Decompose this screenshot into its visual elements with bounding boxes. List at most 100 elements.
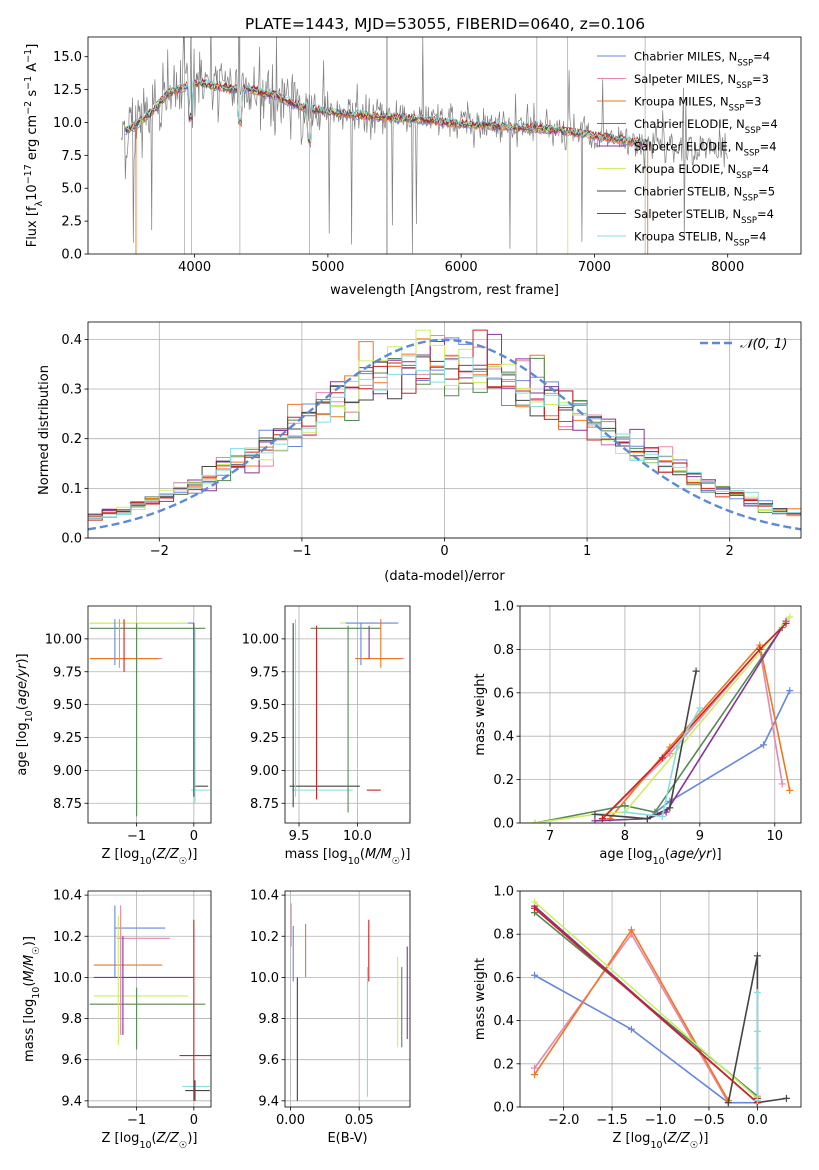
age-vs-Z-x-label-part: 10 — [139, 856, 151, 867]
age-vs-Z-plot-area — [89, 619, 210, 817]
age-vs-mass-axes: 9.5 10.0 8.75 9.00 9.25 9.50 9.75 10.00 mass [lo… — [242, 605, 410, 867]
x-tick-label: −1.5 — [596, 1113, 628, 1128]
x-tick-label: 1 — [583, 544, 591, 559]
mass-vs-Z-x-label-part: 10 — [139, 1140, 151, 1151]
legend-entry-text: Chabrier STELIB, N — [634, 185, 742, 199]
y-tick-label: 0.0 — [61, 248, 82, 263]
mass-weight-point — [778, 780, 786, 788]
residuals-y-label: Normed distribution — [37, 365, 52, 495]
mass-weight-point — [753, 1027, 761, 1035]
x-tick-label: −1 — [127, 829, 146, 844]
mass-weight-line — [534, 974, 758, 1104]
mass-vs-ebv-panel: 0.00 0.05 9.4 9.6 9.8 10.0 10.2 10.4 E(B-V) — [250, 889, 411, 1146]
age-vs-mass-panel: 9.5 10.0 8.75 9.00 9.25 9.50 9.75 10.00 mass [lo… — [242, 605, 410, 867]
y-tick-label: 1.0 — [493, 885, 514, 900]
legend-entry: Kroupa ELODIE, NSSP=4 — [634, 162, 769, 181]
y-tick-label: 0.0 — [493, 1101, 514, 1116]
legend-entry-suffix: =4 — [761, 117, 778, 131]
mass-weight-line — [624, 707, 701, 818]
mass-weight-line — [601, 647, 784, 820]
age-vs-Z-y-label-part: )] — [15, 653, 30, 663]
y-tick-label: 0.1 — [61, 482, 82, 497]
y-tick-label: 9.50 — [53, 698, 82, 713]
y-tick-label: 9.4 — [258, 1094, 279, 1109]
mass-vs-Z-x-label-part: ☉ — [179, 1140, 188, 1151]
mass-vs-ebv-grid — [285, 891, 410, 1107]
mass-weight-point — [658, 754, 666, 762]
massweight-vs-Z-x-label-part: )] — [698, 1131, 708, 1146]
y-tick-label: 9.75 — [53, 665, 82, 680]
massweight-vs-Z-grid — [520, 890, 801, 1108]
y-tick-label: 9.4 — [61, 1094, 82, 1109]
mass-vs-Z-y-label-part: )] — [22, 936, 37, 946]
massweight-vs-Z-y-label-part: mass weight — [473, 958, 488, 1040]
legend-entry: 𝒩(0, 1) — [740, 337, 787, 352]
legend-entry-sub: SSP — [741, 216, 757, 226]
legend-entry: Chabrier ELODIE, NSSP=4 — [634, 117, 778, 136]
mass-weight-point — [643, 815, 651, 823]
y-tick-label: 9.8 — [258, 1012, 279, 1027]
massweight-vs-Z-panel: −2.0 −1.5 −1.0 −0.5 0.0 0.0 0.2 0.4 0.6 0.8 1.0 Z [… — [473, 885, 802, 1151]
age-vs-Z-frame — [87, 605, 212, 824]
mass-weight-point — [531, 971, 539, 979]
legend-entry-text: Chabrier MILES, N — [634, 50, 737, 64]
mass-weight-line — [601, 622, 787, 820]
age-vs-mass-x-label-part: 10 — [348, 856, 360, 867]
mass-weight-line — [534, 901, 759, 1101]
legend-entry-text: Salpeter ELODIE, N — [634, 140, 744, 154]
legend-entry: Salpeter STELIB, NSSP=4 — [634, 207, 774, 226]
y-tick-label: 0.2 — [61, 432, 82, 447]
mass-vs-Z-frame — [87, 890, 212, 1108]
legend-entry-suffix: =3 — [744, 95, 761, 109]
y-tick-label: 10.2 — [53, 930, 82, 945]
massweight-vs-Z-x-label-part: ( — [663, 1131, 668, 1146]
y-tick-label: 9.75 — [250, 665, 279, 680]
y-tick-label: 0.8 — [493, 643, 514, 658]
y-tick-label: 10.0 — [250, 971, 279, 986]
normal-reference-curve — [88, 338, 801, 531]
y-tick-label: 9.00 — [53, 764, 82, 779]
mass-vs-ebv-plot-area — [290, 903, 408, 1101]
y-tick-label: 0.4 — [493, 730, 514, 745]
massweight-vs-Z-x-label-part: 10 — [650, 1140, 662, 1151]
mass-weight-point — [531, 904, 539, 912]
legend-entry-suffix: =4 — [749, 230, 766, 244]
x-tick-label: 0 — [190, 1113, 198, 1128]
massweight-vs-age-x-label-part: 10 — [653, 856, 665, 867]
massweight-vs-Z-x-label-part: Z/Z — [667, 1131, 691, 1146]
legend-entry-sub: SSP — [736, 171, 752, 181]
legend-entry: Kroupa STELIB, NSSP=4 — [634, 230, 766, 249]
y-tick-label: 0.0 — [61, 532, 82, 547]
mass-weight-point — [598, 815, 606, 823]
mass-vs-Z-panel: −1 09.49.69.810.010.210.4Z [log10(Z/Z☉)]m… — [22, 889, 212, 1151]
x-tick-label: 6000 — [445, 260, 478, 275]
legend-entry: Salpeter ELODIE, NSSP=4 — [634, 140, 777, 159]
x-tick-label: 0 — [440, 544, 448, 559]
x-tick-label: 10 — [766, 829, 783, 844]
massweight-vs-age-x-label: age [log10(age/yr)] — [599, 847, 721, 867]
mass-weight-point — [531, 1064, 539, 1072]
x-tick-label: −1.0 — [645, 1113, 677, 1128]
legend-entry-suffix: =5 — [758, 185, 775, 199]
spectrum-plot-area — [120, 37, 728, 254]
mass-weight-point — [753, 1097, 761, 1105]
x-tick-label: 7 — [546, 829, 554, 844]
y-tick-label: 10.2 — [250, 930, 279, 945]
x-tick-label: 4000 — [178, 260, 211, 275]
mass-weight-point — [782, 619, 790, 627]
massweight-vs-age-x-label-part: )] — [711, 847, 721, 862]
mass-vs-Z-y-label: mass [log10(M/M☉)] — [22, 936, 42, 1062]
age-vs-mass-x-label-part: ( — [360, 847, 365, 862]
residuals-panel: −2 −1 0 1 2 0.0 0.1 0.2 0.3 0.4 (data-model)/error… — [37, 321, 802, 584]
mass-weight-point — [724, 1099, 732, 1107]
legend-entry-sub: SSP — [744, 149, 760, 159]
mass-vs-Z-x-label-part: )] — [187, 1131, 197, 1146]
x-tick-label: −1 — [127, 1113, 146, 1128]
mass-vs-Z-x-label-part: Z/Z — [156, 1131, 180, 1146]
age-vs-mass-x-label-part: ☉ — [392, 856, 401, 867]
